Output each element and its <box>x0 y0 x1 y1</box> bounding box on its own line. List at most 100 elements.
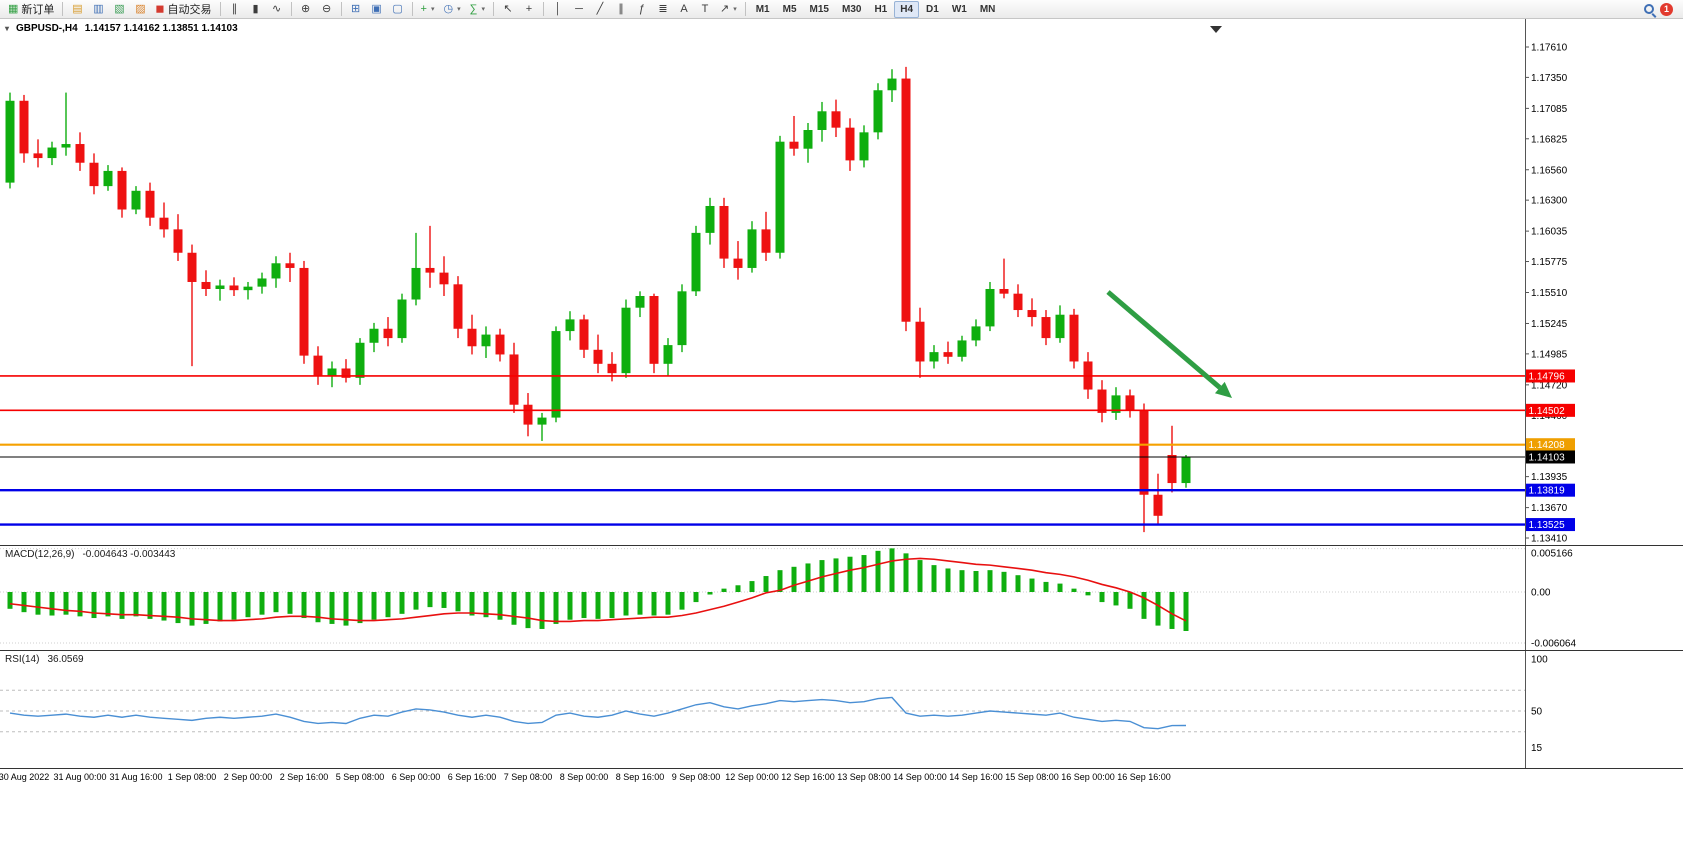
trendline-button[interactable]: ╱ <box>590 1 610 18</box>
candle-body <box>1069 314 1079 362</box>
candle-body <box>467 328 477 347</box>
arrange-windows-button[interactable]: ▣ <box>367 1 387 18</box>
crosshair-button[interactable]: + <box>519 1 539 18</box>
timeframe-button-h4[interactable]: H4 <box>894 0 920 18</box>
candle-body <box>425 267 435 273</box>
price-tick: 1.16300 <box>1531 196 1568 207</box>
candle-body <box>383 328 393 339</box>
candle-body <box>103 170 113 187</box>
time-label: 31 Aug 16:00 <box>109 772 163 782</box>
text-button[interactable]: A <box>674 1 694 18</box>
toolbar-separator <box>492 2 494 16</box>
tile-windows-button[interactable]: ⊞ <box>346 1 366 18</box>
time-label: 30 Aug 2022 <box>0 772 50 782</box>
candle-body <box>5 100 15 183</box>
trend-arrow-head[interactable] <box>1214 381 1232 398</box>
price-tick: 1.15510 <box>1531 288 1568 299</box>
fibonacci-button[interactable]: ƒ <box>632 1 652 18</box>
navigator-icon: ▧ <box>114 2 125 15</box>
time-label: 16 Sep 00:00 <box>1061 772 1115 782</box>
timeframe-button-m5[interactable]: M5 <box>782 3 797 15</box>
candle-body <box>635 296 645 308</box>
time-label: 15 Sep 08:00 <box>1005 772 1059 782</box>
candle-body <box>243 286 253 291</box>
candle-body <box>999 288 1009 294</box>
text-label-icon: T <box>701 2 709 15</box>
price-label-1.13525-box <box>1526 518 1575 532</box>
arrange-windows-icon: ▣ <box>371 2 382 15</box>
terminal-button[interactable]: ▨ <box>130 1 150 18</box>
macd-panel[interactable]: 0.005166 0.00 -0.006064 MACD(12,26,9) -0.0… <box>0 546 1683 651</box>
profiles-button[interactable]: ◷ ▾ <box>440 1 465 18</box>
timeframe-button-w1[interactable]: W1 <box>951 3 967 15</box>
chart-shift-marker[interactable] <box>1210 26 1222 33</box>
dropdown-arrow-icon: ▾ <box>733 6 737 13</box>
candle-body <box>439 272 449 285</box>
timeframe-button-mn[interactable]: MN <box>979 3 996 15</box>
zoom-out-button[interactable]: ⊖ <box>317 1 337 18</box>
vertical-line-button[interactable]: │ <box>548 1 568 18</box>
candle-body <box>229 285 239 291</box>
terminal-icon: ▨ <box>135 2 146 15</box>
candle-body <box>509 354 519 405</box>
time-axis[interactable]: 30 Aug 2022 31 Aug 00:00 31 Aug 16:00 1 Sep… <box>0 769 1683 786</box>
notification-badge[interactable]: 1 <box>1660 2 1673 16</box>
grid-button[interactable]: ≣ <box>653 1 673 18</box>
time-label: 2 Sep 16:00 <box>279 772 329 782</box>
autotrade-button-label: 自动交易 <box>167 4 212 16</box>
candle-body <box>747 229 757 268</box>
trend-arrow-line[interactable] <box>1106 290 1222 390</box>
main-chart-panel[interactable]: 1.17610 1.17350 1.17085 1.16825 1.16560 1.163… <box>0 19 1683 546</box>
new-chart-button[interactable]: + ▾ <box>417 1 439 18</box>
candle-body <box>299 267 309 356</box>
current-price-label-box <box>1526 450 1575 464</box>
candle-body <box>1013 293 1023 311</box>
data-window-button[interactable]: ▥ <box>88 1 108 18</box>
cascade-windows-button[interactable]: ▢ <box>388 1 408 18</box>
arrows-button[interactable]: ↗ ▾ <box>716 1 741 18</box>
price-chart-canvas[interactable]: 1.17610 1.17350 1.17085 1.16825 1.16560 1.163… <box>0 19 1683 546</box>
candle-body <box>523 404 533 425</box>
candle-body <box>355 342 365 378</box>
candle-body <box>1139 410 1149 495</box>
zoom-in-button[interactable]: ⊕ <box>296 1 316 18</box>
new-order-button[interactable]: ▦ 新订单 <box>4 1 58 18</box>
indicators-button[interactable]: ∑ ▾ <box>466 1 489 18</box>
text-label-button[interactable]: T <box>695 1 715 18</box>
timeframe-button-m30[interactable]: M30 <box>841 3 862 15</box>
macd-scale-label: -0.006064 <box>1531 638 1576 649</box>
crosshair-icon: + <box>525 2 533 15</box>
time-label: 16 Sep 16:00 <box>1117 772 1171 782</box>
candle-body <box>537 417 547 425</box>
horizontal-line-button[interactable]: ─ <box>569 1 589 18</box>
equidistant-channel-button[interactable]: ∥ <box>611 1 631 18</box>
line-chart-button[interactable]: ∿ <box>267 1 287 18</box>
rsi-panel[interactable]: 100 50 15 RSI(14) 36.0569 <box>0 651 1683 769</box>
candlestick-button[interactable]: ▮ <box>246 1 266 18</box>
timeframe-button-d1[interactable]: D1 <box>926 3 939 15</box>
vertical-line-icon: │ <box>554 2 562 15</box>
channel-icon: ∥ <box>618 2 624 15</box>
candle-body <box>89 162 99 187</box>
bottom-filler <box>0 786 1683 845</box>
market-watch-button[interactable]: ▤ <box>67 1 87 18</box>
candle-body <box>215 285 225 289</box>
dropdown-arrow-icon: ▾ <box>457 6 461 13</box>
time-label: 6 Sep 16:00 <box>447 772 497 782</box>
candle-body <box>313 355 323 376</box>
candle-body <box>607 363 617 374</box>
timeframe-button-m1[interactable]: M1 <box>755 3 770 15</box>
one-click-trading-toggle-icon[interactable]: ▾ <box>5 24 10 33</box>
rsi-label: RSI(14) 36.0569 <box>5 654 84 665</box>
bar-chart-button[interactable]: ∥ <box>225 1 245 18</box>
navigator-button[interactable]: ▧ <box>109 1 129 18</box>
price-label-1.14208-box <box>1526 438 1575 452</box>
candle-body <box>831 111 841 128</box>
autotrade-button[interactable]: ◼ 自动交易 <box>151 1 215 18</box>
search-button[interactable] <box>1639 1 1659 18</box>
rsi-scale-label: 50 <box>1531 707 1543 718</box>
toolbar-separator <box>340 2 342 16</box>
cursor-button[interactable]: ↖ <box>498 1 518 18</box>
timeframe-button-m15[interactable]: M15 <box>809 3 829 15</box>
timeframe-button-h1[interactable]: H1 <box>874 3 888 15</box>
